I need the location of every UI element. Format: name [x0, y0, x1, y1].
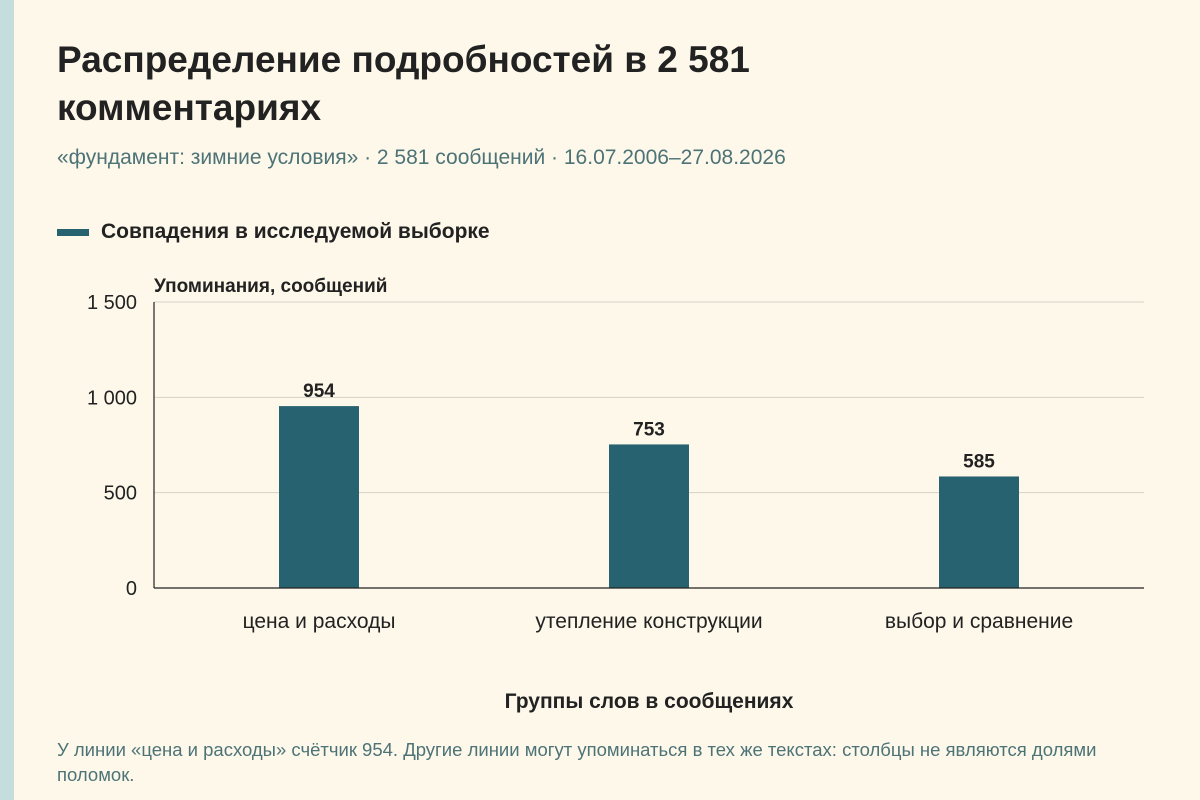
bar-value-label: 753 [633, 419, 665, 440]
bar [279, 406, 359, 588]
legend: Совпадения в исследуемой выборке [57, 218, 490, 246]
x-tick-label: утепление конструкции [535, 610, 762, 633]
bar [609, 444, 689, 588]
x-tick-label: выбор и сравнение [885, 610, 1073, 633]
y-tick-label: 1 000 [87, 387, 137, 409]
left-accent-stripe [0, 0, 14, 800]
footnote: У линии «цена и расходы» счётчик 954. Др… [57, 739, 1097, 785]
y-tick-label: 500 [104, 483, 137, 505]
x-axis-label: Группы слов в сообщениях [505, 690, 794, 713]
chart-title: Распределение подробностей в 2 581 комме… [57, 39, 750, 128]
legend-swatch [57, 228, 89, 236]
legend-label: Совпадения в исследуемой выборке [101, 220, 490, 243]
bar-value-label: 954 [303, 381, 335, 402]
bar-chart: Упоминания, сообщений 0 500 1 000 1 500 954 це… [87, 276, 1144, 713]
chart-subtitle: «фундамент: зимние условия» · 2 581 сооб… [57, 146, 786, 169]
y-axis-label: Упоминания, сообщений [154, 276, 387, 297]
y-tick-label: 1 500 [87, 292, 137, 314]
bar-value-label: 585 [963, 451, 995, 472]
bar [939, 476, 1019, 588]
x-tick-label: цена и расходы [243, 610, 396, 633]
y-tick-label: 0 [126, 578, 137, 600]
